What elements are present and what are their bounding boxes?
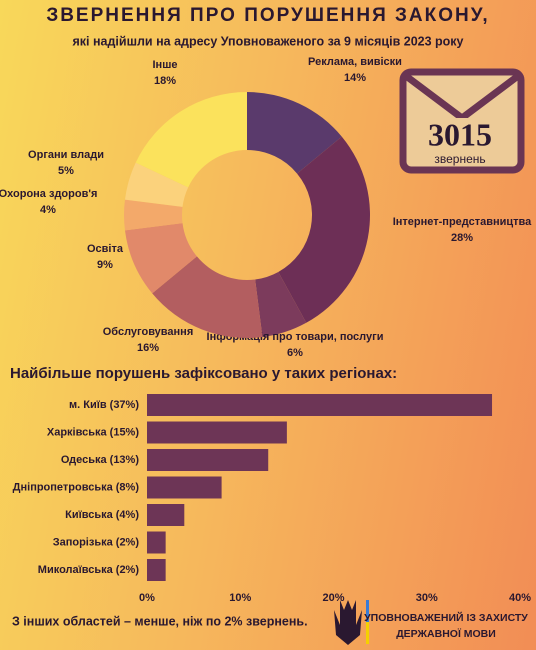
x-tick-label: 0%: [139, 592, 155, 604]
counter-number: 3015: [428, 116, 492, 152]
donut-slice: [124, 199, 183, 231]
donut-slice: [255, 271, 307, 338]
slice-label: Обслуговування: [103, 326, 194, 338]
donut-slice: [247, 92, 342, 174]
x-tick-label: 30%: [416, 592, 438, 604]
org-name: ДЕРЖАВНОЇ МОВИ: [396, 627, 496, 640]
bar: [147, 476, 222, 499]
donut-slice: [152, 256, 263, 338]
bar: [147, 421, 287, 444]
bar-label: Миколаївська (2%): [38, 564, 140, 576]
envelope: 3015 звернень: [399, 68, 525, 174]
slice-value-label: 28%: [451, 232, 473, 244]
section-title: Найбільше порушень зафіксовано у таких р…: [10, 365, 397, 382]
slice-label: Інше: [153, 59, 178, 71]
slice-label: Інтернет-представництва: [393, 216, 532, 228]
slice-value-label: 6%: [287, 347, 303, 359]
bar-label: Дніпропетровська (8%): [13, 481, 140, 493]
flag-blue: [366, 600, 369, 622]
slice-value-label: 9%: [97, 259, 113, 271]
bar-label: Одеська (13%): [61, 454, 139, 466]
footer-note: З інших областей – менше, ніж по 2% звер…: [12, 614, 308, 628]
bar: [147, 559, 166, 581]
bar: [147, 449, 269, 471]
counter-label: звернень: [434, 152, 485, 166]
flag-yellow: [366, 622, 369, 644]
trident: [334, 600, 362, 645]
bar-label: Запорізька (2%): [53, 536, 140, 548]
bar-label: м. Київ (37%): [69, 399, 139, 411]
slice-value-label: 18%: [154, 75, 176, 87]
subtitle: які надійшли на адресу Уповноваженого за…: [72, 34, 463, 48]
bar: [147, 504, 185, 526]
donut-slice: [124, 223, 197, 294]
slice-value-label: 16%: [137, 342, 159, 354]
envelope-label-area: [415, 118, 507, 166]
bar-label: Харківська (15%): [47, 426, 139, 438]
slice-value-label: 5%: [58, 165, 74, 177]
org-name: УПОВНОВАЖЕНИЙ ІЗ ЗАХИСТУ: [364, 611, 528, 624]
slice-value-label: 14%: [344, 72, 366, 84]
x-tick-label: 20%: [322, 592, 344, 604]
donut-slice: [124, 162, 189, 207]
bar-label: Київська (4%): [65, 509, 139, 521]
x-tick-label: 40%: [509, 592, 531, 604]
donut-slice: [278, 136, 370, 323]
slice-label: Охорона здоров'я: [0, 188, 97, 200]
bar: [147, 531, 166, 554]
title: ЗВЕРНЕННЯ ПРО ПОРУШЕННЯ ЗАКОНУ,: [46, 5, 489, 26]
slice-value-label: 4%: [40, 204, 56, 216]
x-tick-label: 10%: [229, 592, 251, 604]
slice-label: Реклама, вивіски: [308, 56, 402, 68]
bar: [147, 394, 493, 416]
slice-label: Освіта: [87, 243, 124, 255]
donut-slice: [135, 92, 247, 188]
slice-label: Органи влади: [28, 149, 104, 161]
logo: [334, 600, 369, 645]
